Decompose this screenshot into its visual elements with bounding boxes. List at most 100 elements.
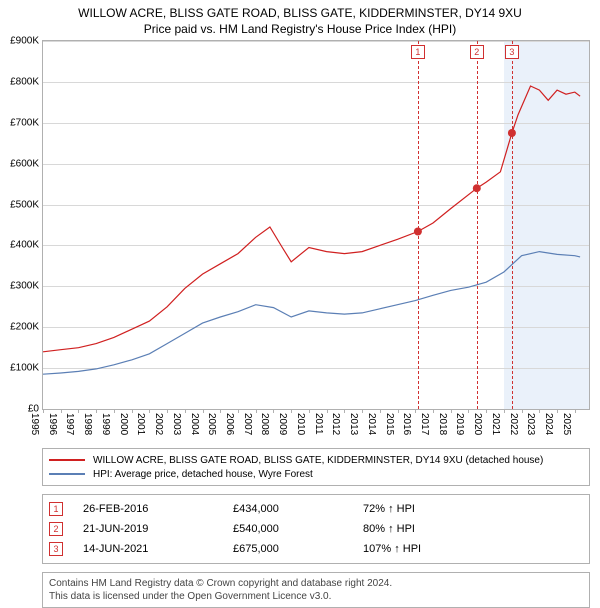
transactions-table: 1 26-FEB-2016£434,00072% ↑ HPI 2 21-JUN-201…: [42, 494, 590, 564]
x-axis-label: 2002: [153, 413, 164, 435]
x-axis-tick: [114, 409, 115, 413]
x-axis-label: 2010: [295, 413, 306, 435]
transaction-price: £540,000: [233, 523, 363, 535]
transaction-date: 21-JUN-2019: [83, 523, 233, 535]
transaction-row: 314-JUN-2021£675,000107% ↑ HPI: [49, 539, 583, 559]
x-axis-label: 2019: [454, 413, 465, 435]
x-axis-label: 1996: [47, 413, 58, 435]
x-axis-tick: [78, 409, 79, 413]
transaction-marker-dot: [414, 228, 422, 236]
x-axis-tick: [43, 409, 44, 413]
footer-line-1: Contains HM Land Registry data © Crown c…: [49, 577, 583, 590]
x-axis-tick: [522, 409, 523, 413]
y-axis-label: £200K: [1, 322, 39, 333]
footer-attribution: Contains HM Land Registry data © Crown c…: [42, 572, 590, 608]
legend: WILLOW ACRE, BLISS GATE ROAD, BLISS GATE…: [42, 448, 590, 486]
transaction-date: 26-FEB-2016: [83, 503, 233, 515]
x-axis-label: 2003: [171, 413, 182, 435]
transaction-index: 1: [49, 502, 63, 516]
x-axis-tick: [203, 409, 204, 413]
x-axis-tick: [486, 409, 487, 413]
x-axis-label: 2025: [561, 413, 572, 435]
x-axis-tick: [185, 409, 186, 413]
chart-plot-area: £0£100K£200K£300K£400K£500K£600K£700K£80…: [42, 40, 590, 410]
x-axis-label: 2017: [419, 413, 430, 435]
series-line-hpi: [43, 252, 580, 375]
x-axis-label: 1997: [64, 413, 75, 435]
x-axis-tick: [132, 409, 133, 413]
transaction-delta: 80% ↑ HPI: [363, 523, 583, 535]
x-axis-label: 2018: [437, 413, 448, 435]
series-svg: [43, 41, 589, 409]
x-axis-tick: [167, 409, 168, 413]
transaction-index: 3: [49, 542, 63, 556]
transaction-date: 14-JUN-2021: [83, 543, 233, 555]
x-axis-tick: [433, 409, 434, 413]
x-axis-label: 2009: [277, 413, 288, 435]
title-line-2: Price paid vs. HM Land Registry's House …: [0, 20, 600, 40]
y-axis-label: £500K: [1, 199, 39, 210]
x-axis-tick: [451, 409, 452, 413]
x-axis-tick: [468, 409, 469, 413]
x-axis-tick: [291, 409, 292, 413]
x-axis-label: 2008: [259, 413, 270, 435]
x-axis-tick: [380, 409, 381, 413]
x-axis-label: 1995: [29, 413, 40, 435]
legend-swatch: [49, 459, 85, 461]
x-axis-label: 1999: [100, 413, 111, 435]
chart-container: WILLOW ACRE, BLISS GATE ROAD, BLISS GATE…: [0, 0, 600, 590]
x-axis-label: 1998: [82, 413, 93, 435]
x-axis-label: 2020: [472, 413, 483, 435]
series-line-property: [43, 86, 580, 352]
x-axis-label: 2013: [348, 413, 359, 435]
legend-row: WILLOW ACRE, BLISS GATE ROAD, BLISS GATE…: [49, 453, 583, 467]
transaction-price: £434,000: [233, 503, 363, 515]
transaction-marker-dot: [508, 129, 516, 137]
x-axis-tick: [504, 409, 505, 413]
y-axis-label: £400K: [1, 240, 39, 251]
title-line-1: WILLOW ACRE, BLISS GATE ROAD, BLISS GATE…: [0, 0, 600, 20]
x-axis-tick: [327, 409, 328, 413]
x-axis-tick: [238, 409, 239, 413]
x-axis-label: 2000: [118, 413, 129, 435]
transaction-row: 2 21-JUN-2019£540,00080% ↑ HPI: [49, 519, 583, 539]
x-axis-label: 2023: [525, 413, 536, 435]
x-axis-label: 2006: [224, 413, 235, 435]
x-axis-label: 2007: [242, 413, 253, 435]
transaction-marker-dot: [473, 184, 481, 192]
x-axis-tick: [415, 409, 416, 413]
x-axis-tick: [557, 409, 558, 413]
legend-label: HPI: Average price, detached house, Wyre…: [93, 469, 313, 480]
transaction-delta: 72% ↑ HPI: [363, 503, 583, 515]
x-axis-tick: [398, 409, 399, 413]
x-axis-label: 2015: [384, 413, 395, 435]
x-axis-tick: [309, 409, 310, 413]
y-axis-label: £800K: [1, 76, 39, 87]
legend-row: HPI: Average price, detached house, Wyre…: [49, 467, 583, 481]
x-axis-tick: [539, 409, 540, 413]
x-axis-label: 2021: [490, 413, 501, 435]
y-axis-label: £900K: [1, 36, 39, 47]
x-axis-label: 2016: [401, 413, 412, 435]
x-axis-tick: [362, 409, 363, 413]
transaction-row: 1 26-FEB-2016£434,00072% ↑ HPI: [49, 499, 583, 519]
footer-line-2: This data is licensed under the Open Gov…: [49, 590, 583, 603]
x-axis-label: 2004: [189, 413, 200, 435]
x-axis-label: 2011: [313, 413, 324, 435]
transaction-delta: 107% ↑ HPI: [363, 543, 583, 555]
x-axis-tick: [256, 409, 257, 413]
x-axis-label: 2012: [330, 413, 341, 435]
x-axis-tick: [273, 409, 274, 413]
x-axis-tick: [344, 409, 345, 413]
x-axis-label: 2024: [543, 413, 554, 435]
x-axis-tick: [96, 409, 97, 413]
x-axis-label: 2022: [508, 413, 519, 435]
x-axis-label: 2014: [366, 413, 377, 435]
x-axis-tick: [220, 409, 221, 413]
y-axis-label: £600K: [1, 158, 39, 169]
y-axis-label: £300K: [1, 281, 39, 292]
y-axis-label: £100K: [1, 363, 39, 374]
x-axis-tick: [575, 409, 576, 413]
transaction-index: 2: [49, 522, 63, 536]
y-axis-label: £700K: [1, 117, 39, 128]
